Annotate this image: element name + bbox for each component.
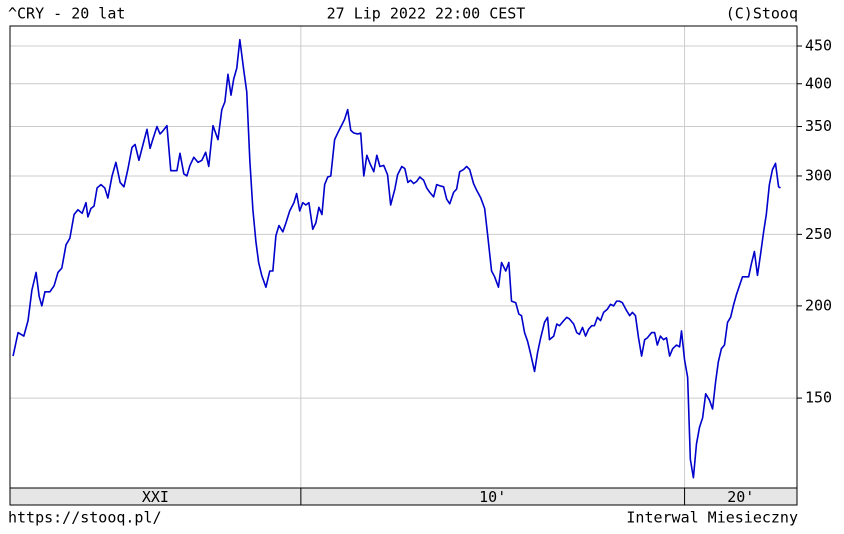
- x-axis-band: [10, 488, 797, 505]
- y-tick-label: 400: [805, 74, 832, 92]
- x-tick-label: 20': [727, 488, 754, 506]
- chart-date: 27 Lip 2022 22:00 CEST: [327, 5, 526, 23]
- grid: [10, 26, 802, 505]
- y-tick-label: 300: [805, 166, 832, 184]
- y-tick-label: 350: [805, 117, 832, 135]
- y-tick-label: 200: [805, 296, 832, 314]
- y-tick-label: 450: [805, 37, 832, 55]
- chart-title: ^CRY - 20 lat: [8, 5, 125, 23]
- y-tick-label: 150: [805, 389, 832, 407]
- interval-label: Interwal Miesieczny: [626, 509, 798, 527]
- plot: [12, 38, 781, 479]
- y-tick-label: 250: [805, 225, 832, 243]
- price-line: [12, 38, 781, 479]
- x-tick-label: XXI: [142, 488, 169, 506]
- chart-source: (C)Stooq: [726, 5, 798, 23]
- plot-frame: [9, 25, 798, 506]
- x-tick-label: 10': [479, 488, 506, 506]
- source-url: https://stooq.pl/: [8, 509, 162, 527]
